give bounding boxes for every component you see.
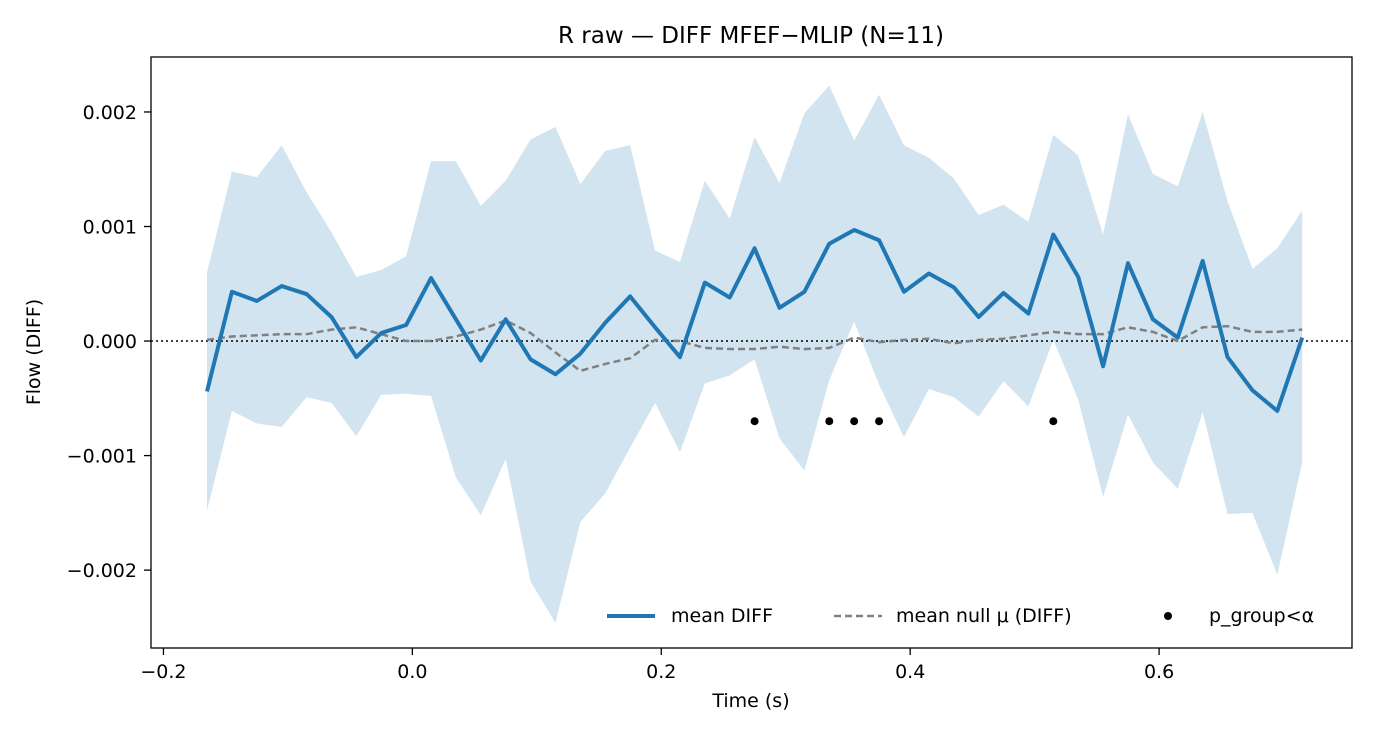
legend-label-mean-diff: mean DIFF <box>671 605 773 627</box>
x-tick-label: 0.4 <box>895 661 925 683</box>
legend: mean DIFF mean null μ (DIFF) p_group<α <box>607 605 1314 627</box>
y-tick-label: 0.002 <box>83 102 137 124</box>
y-tick-label: −0.002 <box>67 560 137 582</box>
plot-frame <box>150 56 1353 649</box>
y-tick-label: −0.001 <box>67 446 137 468</box>
x-tick-label: 0.2 <box>646 661 676 683</box>
chart-title: R raw — DIFF MFEF−MLIP (N=11) <box>558 23 944 49</box>
y-tick-label: 0.001 <box>83 217 137 239</box>
significance-point <box>750 417 759 426</box>
significance-point <box>850 417 859 426</box>
significance-point <box>1049 417 1058 426</box>
x-axis: −0.2 0.0 0.2 0.4 0.6 <box>140 648 1174 683</box>
legend-label-null: mean null μ (DIFF) <box>896 605 1072 627</box>
series-line-null-mean <box>206 319 1303 373</box>
plot-area <box>151 85 1352 623</box>
series-line-mean-diff <box>205 227 1305 413</box>
legend-swatch-significant <box>1164 612 1172 620</box>
legend-label-significant: p_group<α <box>1209 605 1314 627</box>
significance-point <box>875 417 884 426</box>
x-tick-label: 0.6 <box>1144 661 1174 683</box>
x-axis-label: Time (s) <box>711 690 789 712</box>
y-tick-label: 0.000 <box>83 331 137 353</box>
y-axis-label: Flow (DIFF) <box>23 299 45 405</box>
x-tick-label: −0.2 <box>140 661 186 683</box>
x-tick-label: 0.0 <box>397 661 427 683</box>
confidence-band <box>207 85 1303 623</box>
significance-point <box>825 417 834 426</box>
y-axis: −0.002 −0.001 0.000 0.001 0.002 <box>67 102 151 582</box>
